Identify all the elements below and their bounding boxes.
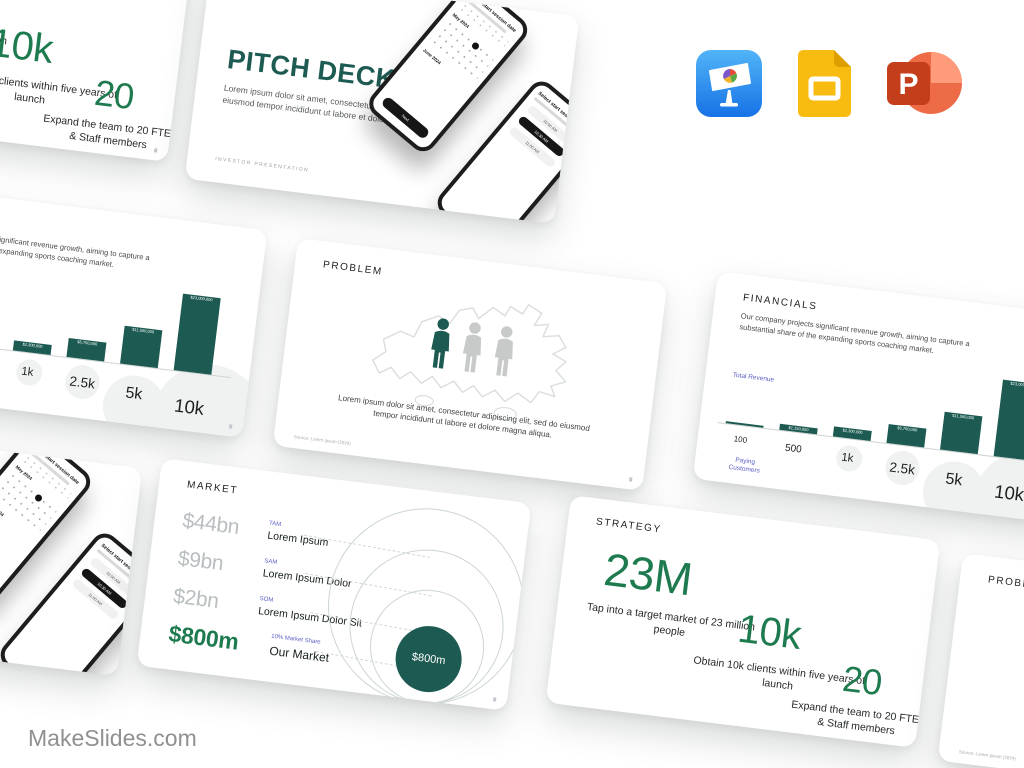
stat-value: 10k bbox=[0, 20, 56, 72]
page-number-mark bbox=[492, 697, 497, 702]
x-tick: 10k bbox=[173, 394, 206, 419]
slide-problem: PROBLEM Lorem ipsum dolor sit amet, cons… bbox=[272, 238, 668, 491]
slide-financials-duplicate: FINANCIALS Our company projects signific… bbox=[0, 185, 268, 438]
svg-text:P: P bbox=[898, 68, 918, 101]
market-tag: SOM bbox=[259, 596, 274, 604]
brand-site-text: MakeSlides.com bbox=[28, 725, 197, 751]
x-axis-label: Paying Customers bbox=[728, 456, 761, 475]
x-tick: 2.5k bbox=[888, 459, 916, 478]
x-tick: 10k bbox=[993, 480, 1024, 505]
x-tick: 2.5k bbox=[68, 373, 96, 392]
google-slides-icon bbox=[798, 50, 851, 117]
person-icon bbox=[494, 326, 513, 377]
page-number-mark bbox=[228, 424, 233, 429]
keynote-icon bbox=[696, 50, 762, 117]
slide-title: STRATEGY bbox=[595, 516, 663, 536]
bar-10k: $23,000,000 bbox=[173, 293, 221, 375]
page-number-mark bbox=[153, 148, 158, 153]
slide-market: MARKET $44bn TAM Lorem Ipsum $9bn SAM Lo… bbox=[136, 458, 532, 711]
source-note: Source: Lorem Ipsum (2024) bbox=[958, 749, 1017, 762]
bar-5k: $11,500,000 bbox=[120, 325, 163, 369]
slide-financials: FINANCIALS Our company projects signific… bbox=[692, 271, 1024, 524]
bar-1k: $2,300,000 bbox=[12, 340, 52, 355]
market-value: $800m bbox=[167, 620, 241, 655]
stat-value: 20 bbox=[840, 657, 885, 704]
slide-strategy: STRATEGY 23M Tap into a target market of… bbox=[545, 495, 941, 748]
slide-title: PROBLEM bbox=[322, 259, 384, 278]
x-tick: 100 bbox=[733, 434, 748, 445]
source-note: Source: Lorem Ipsum (2024) bbox=[293, 434, 352, 447]
revenue-bar-chart: Total Revenue $1,150,000 $2,300,000 $5,7… bbox=[0, 197, 268, 438]
stat-caption: Expand the team to 20 FTEs & Staff membe… bbox=[790, 698, 925, 738]
market-tag: TAM bbox=[268, 520, 282, 529]
slide-strategy-duplicate: STRATEGY 23M Tap into a target market of… bbox=[0, 0, 193, 162]
stat-value: 23M bbox=[601, 542, 695, 606]
x-tick: 1k bbox=[20, 365, 35, 379]
revenue-bar-chart: Total Revenue $1,150,000 $2,300,000 $5,7… bbox=[711, 283, 1024, 524]
bar-5k: $11,500,000 bbox=[940, 411, 983, 455]
x-tick: 5k bbox=[944, 470, 964, 490]
app-icons-row: P bbox=[696, 50, 962, 117]
region-map-outline bbox=[352, 279, 592, 438]
slide-title: PROBLEM bbox=[987, 574, 1024, 593]
stat-value: 10k bbox=[735, 606, 804, 658]
market-row-som: $2bn SOM Lorem Ipsum Dolor Sit bbox=[171, 584, 363, 630]
page-number-mark bbox=[628, 477, 633, 482]
x-tick: 5k bbox=[124, 384, 144, 404]
slide-title: MARKET bbox=[186, 479, 239, 497]
calendar-selected-day bbox=[33, 492, 44, 503]
person-icon-highlighted bbox=[431, 318, 450, 369]
slide-cover-duplicate: Select start session date May 2024 June … bbox=[0, 423, 143, 676]
market-row-sam: $9bn SAM Lorem Ipsum Dolor bbox=[176, 546, 353, 590]
calendar-selected-day bbox=[470, 40, 481, 51]
market-value: $44bn bbox=[181, 509, 241, 539]
cover-footer: INVESTOR PRESENTATION bbox=[214, 156, 310, 174]
market-row-our-market: $800m 10% Market Share Our Market bbox=[167, 620, 330, 665]
stat-value: 20 bbox=[92, 71, 137, 118]
market-value: $2bn bbox=[171, 584, 220, 613]
y-axis-label: Total Revenue bbox=[732, 371, 775, 384]
slide-cover: PITCH DECK Lorem ipsum dolor sit amet, c… bbox=[184, 0, 580, 224]
person-icon bbox=[462, 322, 482, 373]
bar-1k: $2,300,000 bbox=[832, 426, 872, 441]
market-name: Our Market bbox=[268, 643, 330, 665]
market-tag: SAM bbox=[263, 558, 278, 566]
market-row-tam: $44bn TAM Lorem Ipsum bbox=[181, 509, 329, 549]
market-name: Lorem Ipsum bbox=[266, 529, 330, 549]
x-tick: 1k bbox=[840, 451, 855, 465]
next-button: Next bbox=[380, 95, 431, 140]
slide-problem-duplicate: PROBLEM Source: Lorem Ipsum (2024) bbox=[937, 553, 1024, 768]
people-icons bbox=[425, 317, 520, 379]
x-tick: 500 bbox=[784, 442, 803, 456]
bar-10k: $23,000,000 bbox=[993, 379, 1024, 461]
market-value: $9bn bbox=[176, 546, 225, 576]
stat-caption: Expand the team to 20 FTEs & Staff membe… bbox=[42, 112, 177, 152]
powerpoint-icon: P bbox=[887, 52, 962, 114]
